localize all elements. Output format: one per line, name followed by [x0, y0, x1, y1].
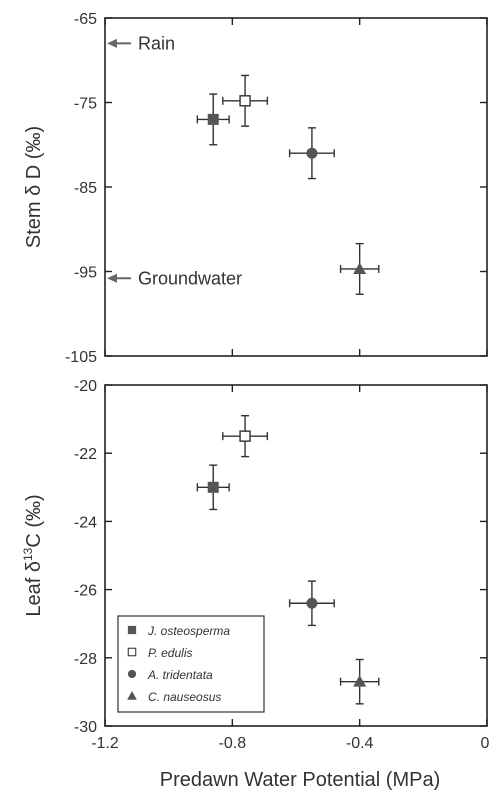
- annotation-arrowhead: [107, 38, 117, 48]
- annotation-label-groundwater: Groundwater: [138, 268, 242, 288]
- annotation-label-rain: Rain: [138, 33, 175, 53]
- x-tick-label: -0.4: [346, 735, 374, 752]
- legend-label-c-nauseosus: C. nauseosus: [148, 690, 221, 704]
- y-axis-title-part: C (‰): [23, 494, 45, 547]
- y-tick-label: -30: [74, 719, 97, 736]
- marker-p-edulis: [239, 95, 251, 107]
- marker-j-osteosperma: [207, 113, 219, 125]
- legend-symbol-j-osteosperma: [127, 625, 137, 635]
- y-tick-label: -105: [65, 349, 97, 366]
- legend-symbol-p-edulis: [127, 647, 137, 657]
- legend-label-p-edulis: P. edulis: [148, 646, 192, 660]
- annotation-rain: Rain: [107, 33, 175, 53]
- legend-symbol-a-tridentata: [127, 669, 137, 679]
- x-axis-title: Predawn Water Potential (MPa): [160, 769, 440, 791]
- legend-label-a-tridentata: A. tridentata: [147, 668, 213, 682]
- marker-a-tridentata: [306, 597, 318, 609]
- legend-label-j-osteosperma: J. osteosperma: [147, 624, 230, 638]
- marker-a-tridentata: [306, 147, 318, 159]
- marker-c-nauseosus: [353, 262, 367, 274]
- point-j-osteosperma: [196, 464, 230, 511]
- y-tick-label: -28: [74, 651, 97, 668]
- y-axis-title-part: Leaf δ: [23, 561, 45, 617]
- plot-area: [104, 17, 488, 357]
- y-tick-label: -95: [74, 265, 97, 282]
- legend-box: [117, 615, 265, 713]
- stem-dd-panel: -65 -75 -85 -95 -105 Stem δ D (‰) Rain Groundwa…: [23, 11, 488, 366]
- y-tick-label: -65: [74, 11, 97, 28]
- y-tick-label: -20: [74, 378, 97, 395]
- point-j-osteosperma: [196, 93, 230, 146]
- y-tick-label: -85: [74, 180, 97, 197]
- plot-area: [104, 384, 488, 727]
- y-axis-title-part: ‰): [23, 126, 45, 153]
- y-axis-title-stem-dd: Stem δ D (‰): [23, 126, 45, 248]
- y-axis-title-superscript: 13: [21, 547, 35, 561]
- point-p-edulis: [222, 414, 269, 458]
- y-tick-label: -26: [74, 583, 97, 600]
- marker-c-nauseosus: [353, 675, 367, 687]
- annotation-arrowhead: [107, 273, 117, 283]
- y-tick-label: -24: [74, 514, 97, 531]
- point-c-nauseosus: [339, 658, 380, 705]
- point-c-nauseosus: [339, 242, 380, 296]
- y-tick-label: -22: [74, 446, 97, 463]
- x-tick-label: 0: [481, 735, 490, 752]
- y-axis-title-part: Stem δ D (: [23, 152, 45, 248]
- y-axis-title-leaf-d13c: Leaf δ13C (‰): [21, 494, 45, 616]
- legend: J. osteosperma P. edulis A. tridentata C. n…: [117, 615, 265, 713]
- annotation-groundwater: Groundwater: [107, 268, 242, 288]
- y-tick-label: -75: [74, 96, 97, 113]
- legend-marker-p-edulis: [127, 647, 137, 657]
- marker-p-edulis: [239, 430, 251, 442]
- point-a-tridentata: [288, 127, 335, 180]
- legend-symbol-c-nauseosus: [127, 691, 137, 700]
- legend-marker-c-nauseosus: [127, 691, 137, 700]
- point-a-tridentata: [288, 580, 335, 627]
- legend-marker-j-osteosperma: [127, 625, 137, 635]
- legend-marker-a-tridentata: [127, 669, 137, 679]
- x-tick-label: -0.8: [219, 735, 247, 752]
- point-p-edulis: [222, 74, 269, 127]
- x-tick-label: -1.2: [91, 735, 119, 752]
- marker-j-osteosperma: [207, 481, 219, 493]
